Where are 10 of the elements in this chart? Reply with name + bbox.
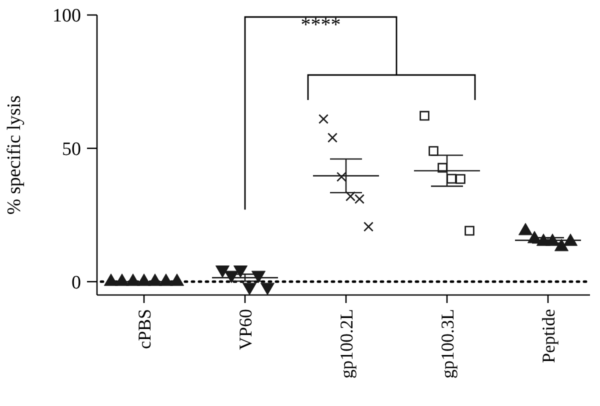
x-tick-label: cPBS xyxy=(134,309,154,350)
y-tick-label: 100 xyxy=(52,6,81,27)
y-axis-title: % specific lysis xyxy=(4,95,25,215)
x-tick-label: VP60 xyxy=(235,309,256,350)
y-tick-label: 50 xyxy=(62,138,81,160)
annotation: **** xyxy=(300,14,341,36)
x-tick-label: gp100.2L xyxy=(336,309,356,378)
x-tick-label: gp100.3L xyxy=(437,309,458,378)
x-tick-label: Peptide xyxy=(538,309,558,363)
y-tick-label: 0 xyxy=(72,272,81,294)
